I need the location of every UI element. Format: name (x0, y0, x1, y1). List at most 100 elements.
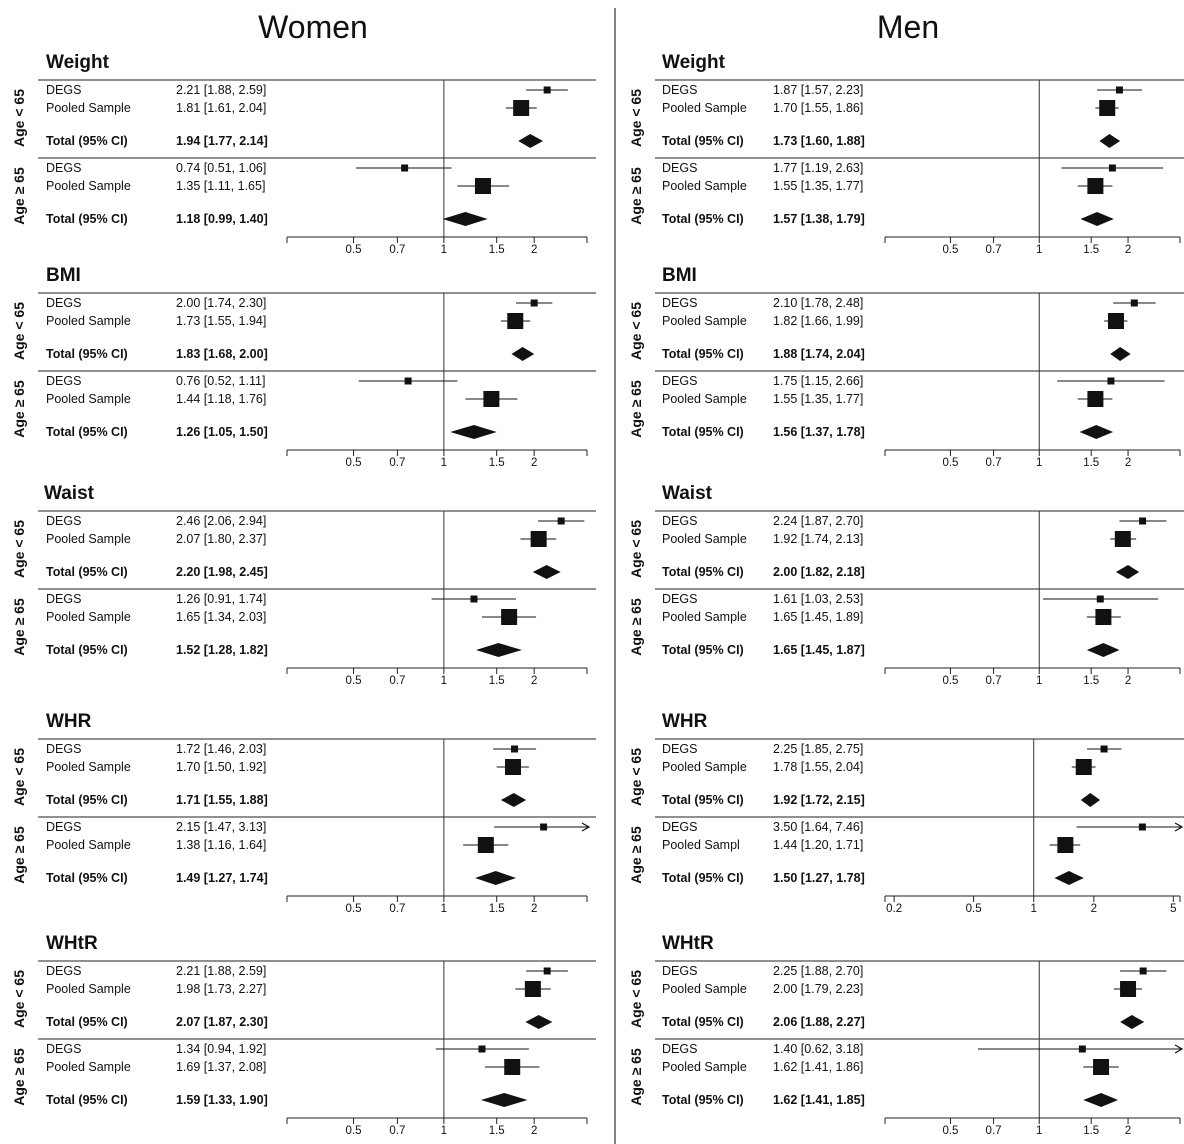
row-estimate-text: 1.44 [1.18, 1.76] (176, 392, 266, 406)
point-estimate (530, 531, 547, 547)
age-group: Age ≥ 65 DEGS 2.15 [1.47, 3.13] Pooled Samp… (11, 820, 591, 885)
row-label: DEGS (46, 296, 81, 310)
total-estimate-text: 1.50 [1.27, 1.78] (773, 871, 865, 885)
tick-label: 5 (1170, 903, 1176, 915)
panel-title: WHtR (662, 933, 714, 954)
row-estimate-text: 0.76 [0.52, 1.11] (176, 374, 265, 388)
total-estimate-text: 1.94 [1.77, 2.14] (176, 134, 268, 148)
row-estimate-text: 1.65 [1.34, 2.03] (176, 610, 266, 624)
age-group-label: Age ≥ 65 (628, 598, 644, 656)
age-group: Age < 65 DEGS 2.46 [2.06, 2.94] Pooled Samp… (11, 514, 585, 579)
row-estimate-text: 2.25 [1.85, 2.75] (773, 742, 863, 756)
row-label: Pooled Sample (662, 982, 747, 996)
column-title: Men (877, 9, 939, 45)
row-estimate-text: 1.87 [1.57, 2.23] (773, 83, 863, 97)
total-row: Total (95% CI) 1.26 [1.05, 1.50] (46, 425, 497, 439)
tick-label: 1.5 (489, 903, 505, 915)
row-label: Pooled Sample (662, 532, 747, 546)
row-label: Pooled Sample (662, 610, 747, 624)
point-estimate (1100, 745, 1108, 753)
point-estimate (511, 745, 519, 753)
study-row: DEGS 2.21 [1.88, 2.59] (46, 964, 568, 978)
tick-label: 2 (1125, 1125, 1131, 1137)
age-group-label: Age ≥ 65 (11, 1048, 27, 1106)
row-estimate-text: 1.72 [1.46, 2.03] (176, 742, 266, 756)
total-estimate-text: 1.88 [1.74, 2.04] (773, 347, 865, 361)
x-axis: 0.5 0.7 1 1.5 2 (286, 667, 588, 687)
column-title: Women (258, 9, 368, 45)
study-row: Pooled Sample 1.44 [1.18, 1.76] (46, 391, 518, 407)
row-estimate-text: 1.44 [1.20, 1.71] (773, 838, 863, 852)
study-row: DEGS 1.26 [0.91, 1.74] (46, 592, 517, 606)
age-group-label: Age < 65 (11, 520, 27, 578)
study-row: DEGS 1.34 [0.94, 1.92] (46, 1042, 529, 1056)
row-estimate-text: 1.55 [1.35, 1.77] (773, 179, 863, 193)
total-diamond (481, 1093, 528, 1107)
tick-label: 0.5 (346, 1125, 362, 1137)
study-row: Pooled Sample 1.82 [1.66, 1.99] (662, 313, 1128, 329)
tick-label: 1.5 (489, 675, 505, 687)
study-row: Pooled Sample 1.38 [1.16, 1.64] (46, 837, 509, 853)
point-estimate (1138, 823, 1146, 831)
age-group: Age ≥ 65 DEGS 0.76 [0.52, 1.11] Pooled Samp… (11, 374, 518, 439)
tick-label: 0.7 (389, 675, 405, 687)
total-label: Total (95% CI) (662, 425, 744, 439)
age-group-label: Age ≥ 65 (11, 380, 27, 438)
row-label: DEGS (662, 592, 697, 606)
total-row: Total (95% CI) 1.50 [1.27, 1.78] (662, 871, 1084, 885)
panel-title: Waist (44, 483, 95, 504)
point-estimate (1057, 837, 1074, 853)
age-group: Age < 65 DEGS 2.21 [1.88, 2.59] Pooled Samp… (11, 83, 568, 148)
row-label: DEGS (662, 742, 697, 756)
tick-label: 0.5 (942, 1125, 958, 1137)
point-estimate (507, 313, 524, 329)
total-estimate-text: 2.00 [1.82, 2.18] (773, 565, 865, 579)
row-estimate-text: 2.21 [1.88, 2.59] (176, 83, 266, 97)
x-axis: 0.5 0.7 1 1.5 2 (884, 236, 1181, 256)
row-estimate-text: 1.77 [1.19, 2.63] (773, 161, 863, 175)
point-estimate (1096, 595, 1104, 603)
tick-label: 1 (441, 244, 447, 256)
age-group: Age ≥ 65 DEGS 1.75 [1.15, 2.66] Pooled Samp… (628, 374, 1165, 439)
row-estimate-text: 1.61 [1.03, 2.53] (773, 592, 863, 606)
age-group-label: Age ≥ 65 (628, 167, 644, 225)
tick-label: 1 (441, 457, 447, 469)
point-estimate (1114, 531, 1131, 547)
total-estimate-text: 1.56 [1.37, 1.78] (773, 425, 865, 439)
total-estimate-text: 1.49 [1.27, 1.74] (176, 871, 268, 885)
panel-bmi: BMI Age < 65 DEGS 2.00 [1.74, 2.30] Pooled S… (11, 265, 596, 469)
row-label: DEGS (662, 296, 697, 310)
study-row: DEGS 1.61 [1.03, 2.53] (662, 592, 1159, 606)
total-estimate-text: 1.83 [1.68, 2.00] (176, 347, 268, 361)
x-axis: 0.5 0.7 1 1.5 2 (286, 449, 588, 469)
total-row: Total (95% CI) 2.00 [1.82, 2.18] (662, 565, 1140, 579)
total-diamond (1080, 212, 1114, 226)
row-label: DEGS (46, 161, 81, 175)
point-estimate (1095, 609, 1112, 625)
row-label: Pooled Sample (46, 101, 131, 115)
study-row: DEGS 0.76 [0.52, 1.11] (46, 374, 458, 388)
row-label: Pooled Sample (662, 314, 747, 328)
tick-label: 1 (1036, 244, 1042, 256)
study-row: DEGS 3.50 [1.64, 7.46] (662, 820, 1184, 834)
row-label: Pooled Sampl (662, 838, 740, 852)
total-label: Total (95% CI) (662, 1015, 744, 1029)
point-estimate (478, 1045, 486, 1053)
row-label: DEGS (662, 514, 697, 528)
total-estimate-text: 1.73 [1.60, 1.88] (773, 134, 865, 148)
tick-label: 0.5 (346, 244, 362, 256)
row-label: Pooled Sample (662, 760, 747, 774)
total-estimate-text: 1.26 [1.05, 1.50] (176, 425, 268, 439)
panel-title: WHR (46, 711, 92, 732)
point-estimate (1087, 178, 1104, 194)
x-axis: 0.5 0.7 1 1.5 2 (884, 667, 1181, 687)
row-estimate-text: 2.00 [1.79, 2.23] (773, 982, 863, 996)
total-label: Total (95% CI) (662, 793, 744, 807)
age-group-label: Age ≥ 65 (628, 380, 644, 438)
row-label: DEGS (662, 820, 697, 834)
total-diamond (511, 347, 535, 361)
row-estimate-text: 2.24 [1.87, 2.70] (773, 514, 863, 528)
point-estimate (404, 377, 412, 385)
panel-title: Weight (662, 52, 726, 73)
